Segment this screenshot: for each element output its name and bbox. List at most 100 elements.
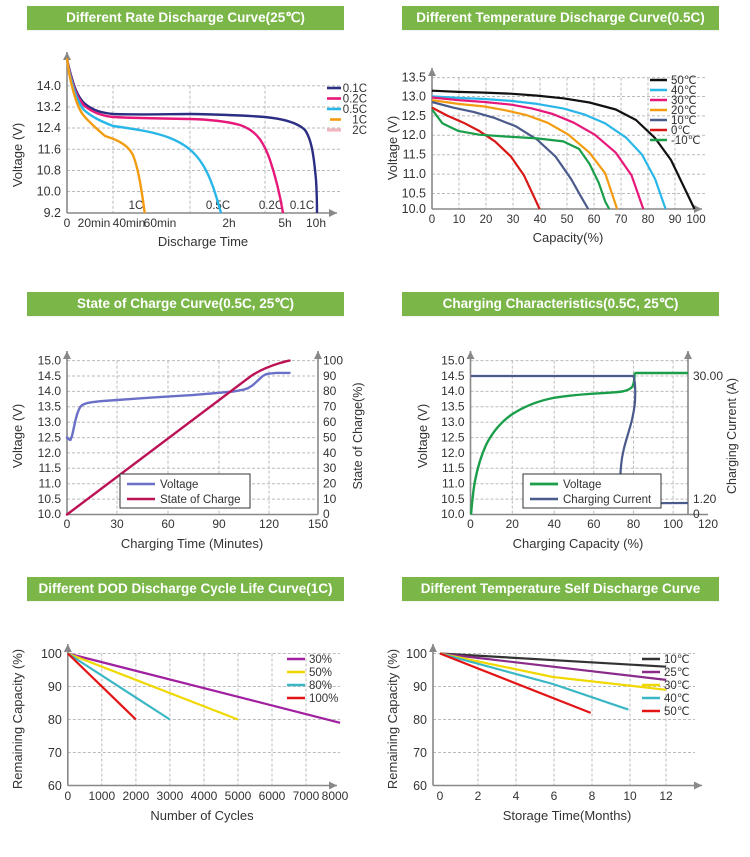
svg-text:5000: 5000: [225, 789, 252, 803]
svg-text:State of Charge: State of Charge: [160, 494, 241, 506]
svg-text:8: 8: [589, 789, 596, 803]
svg-text:11.6: 11.6: [38, 143, 61, 157]
svg-text:70: 70: [323, 399, 337, 413]
svg-text:70: 70: [413, 746, 427, 760]
svg-text:2000: 2000: [123, 789, 150, 803]
svg-text:Voltage: Voltage: [563, 479, 601, 491]
svg-text:50: 50: [561, 214, 574, 226]
svg-text:50: 50: [323, 430, 337, 444]
svg-text:Number of Cycles: Number of Cycles: [150, 808, 254, 823]
svg-text:12.5: 12.5: [402, 109, 426, 123]
svg-text:Storage Time(Months): Storage Time(Months): [503, 808, 632, 823]
svg-text:12.5: 12.5: [441, 430, 465, 444]
svg-text:13.0: 13.0: [38, 415, 62, 429]
svg-text:10.0: 10.0: [441, 507, 465, 521]
svg-text:12.0: 12.0: [441, 445, 465, 459]
svg-text:2C: 2C: [352, 125, 367, 137]
svg-text:10: 10: [323, 492, 337, 506]
svg-text:7000: 7000: [293, 789, 320, 803]
svg-text:11.5: 11.5: [403, 148, 426, 162]
svg-text:120: 120: [259, 517, 279, 531]
svg-text:Charging Time (Minutes): Charging Time (Minutes): [121, 536, 263, 551]
svg-text:80%: 80%: [309, 680, 332, 692]
svg-text:6000: 6000: [259, 789, 286, 803]
svg-text:90: 90: [669, 214, 682, 226]
svg-text:12.4: 12.4: [37, 121, 61, 135]
svg-text:60: 60: [587, 517, 601, 531]
svg-text:14.5: 14.5: [441, 368, 465, 382]
svg-text:1000: 1000: [88, 789, 115, 803]
svg-text:13.0: 13.0: [441, 415, 465, 429]
svg-text:3000: 3000: [157, 789, 184, 803]
svg-text:0: 0: [429, 214, 435, 226]
svg-text:10.5: 10.5: [402, 187, 426, 201]
svg-text:2h: 2h: [222, 216, 235, 230]
svg-text:Voltage (V): Voltage (V): [10, 123, 25, 187]
svg-text:11.5: 11.5: [442, 461, 465, 475]
svg-text:25℃: 25℃: [664, 667, 690, 679]
svg-text:4: 4: [513, 789, 520, 803]
svg-text:100: 100: [41, 647, 62, 661]
svg-text:14.0: 14.0: [38, 384, 62, 398]
svg-text:12.0: 12.0: [402, 128, 426, 142]
svg-text:0: 0: [64, 789, 71, 803]
svg-text:Remaining Capacity (%): Remaining Capacity (%): [10, 649, 25, 789]
svg-text:60: 60: [588, 214, 601, 226]
svg-text:10.8: 10.8: [37, 164, 61, 178]
svg-text:90: 90: [212, 517, 226, 531]
svg-text:Voltage (V): Voltage (V): [385, 116, 400, 180]
svg-text:14.0: 14.0: [37, 79, 61, 93]
svg-text:30.00: 30.00: [693, 368, 723, 382]
svg-text:60: 60: [323, 415, 337, 429]
svg-text:Remaining Capacity (%): Remaining Capacity (%): [385, 649, 400, 789]
svg-text:10: 10: [453, 214, 466, 226]
svg-text:4000: 4000: [191, 789, 218, 803]
svg-text:6: 6: [551, 789, 558, 803]
svg-text:10.5: 10.5: [441, 492, 465, 506]
svg-text:10.0: 10.0: [402, 202, 426, 216]
svg-text:11.0: 11.0: [442, 476, 465, 490]
svg-text:80: 80: [627, 517, 641, 531]
svg-text:150: 150: [308, 517, 328, 531]
svg-text:Charging Current: Charging Current: [563, 494, 652, 506]
svg-text:15.0: 15.0: [441, 353, 465, 367]
svg-text:12.0: 12.0: [38, 445, 62, 459]
svg-text:60: 60: [161, 517, 175, 531]
svg-text:20: 20: [323, 476, 337, 490]
svg-text:13.0: 13.0: [402, 90, 426, 104]
svg-text:Discharge Time: Discharge Time: [158, 234, 248, 249]
svg-text:Charging Capacity (%): Charging Capacity (%): [513, 536, 644, 551]
svg-text:50%: 50%: [309, 667, 332, 679]
svg-text:-10℃: -10℃: [671, 135, 701, 147]
svg-text:30%: 30%: [309, 654, 332, 666]
svg-text:60: 60: [48, 779, 62, 793]
svg-text:40: 40: [323, 445, 337, 459]
svg-text:40: 40: [534, 214, 547, 226]
svg-text:80: 80: [48, 713, 62, 727]
svg-text:0.2C: 0.2C: [259, 200, 283, 212]
svg-text:14.0: 14.0: [441, 384, 465, 398]
svg-text:50℃: 50℃: [664, 706, 690, 718]
svg-text:12: 12: [659, 789, 673, 803]
svg-text:80: 80: [323, 384, 337, 398]
svg-text:10℃: 10℃: [664, 654, 690, 666]
svg-text:100: 100: [686, 214, 705, 226]
svg-text:70: 70: [48, 746, 62, 760]
svg-text:90: 90: [323, 368, 337, 382]
svg-text:0: 0: [64, 216, 71, 230]
svg-text:100: 100: [323, 353, 343, 367]
svg-text:30: 30: [323, 461, 337, 475]
svg-text:60: 60: [413, 779, 427, 793]
svg-text:100: 100: [406, 647, 427, 661]
svg-text:20min: 20min: [78, 216, 111, 230]
svg-text:100: 100: [663, 517, 683, 531]
svg-text:0: 0: [437, 789, 444, 803]
svg-text:11.0: 11.0: [39, 476, 62, 490]
svg-text:10h: 10h: [306, 216, 326, 230]
svg-text:Charging Current (A): Charging Current (A): [725, 378, 739, 494]
svg-text:11.0: 11.0: [403, 167, 426, 181]
svg-text:10.5: 10.5: [38, 492, 62, 506]
svg-text:60min: 60min: [144, 216, 177, 230]
svg-text:90: 90: [48, 680, 62, 694]
svg-text:1.20: 1.20: [693, 492, 717, 506]
